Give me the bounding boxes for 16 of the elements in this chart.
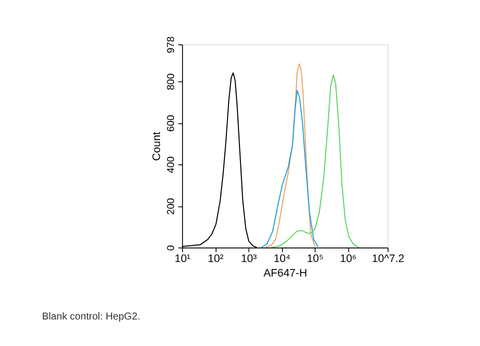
y-tick-label: 978 (166, 36, 178, 54)
y-tick-label: 0 (166, 244, 178, 251)
x-axis-title: AF647-H (264, 267, 308, 280)
y-axis-title: Count (150, 132, 163, 161)
y-tick-label: 200 (166, 198, 178, 215)
text: Blank control: HepG2. (42, 312, 140, 323)
x-tick-label: 10³ (240, 253, 258, 266)
y-tick-label: 800 (166, 73, 178, 90)
x-tick-label: 10⁶ (340, 253, 357, 266)
x-tick-label: 10⁴ (274, 253, 291, 266)
y-tick-label: 400 (166, 156, 178, 174)
x-tick-label: 10^7.2 (372, 253, 404, 266)
x-tick-label: 10⁵ (306, 253, 324, 266)
x-tick-label: 10² (208, 253, 224, 266)
x-tick-label: 10¹ (174, 253, 191, 266)
y-tick-label: 600 (166, 114, 178, 132)
